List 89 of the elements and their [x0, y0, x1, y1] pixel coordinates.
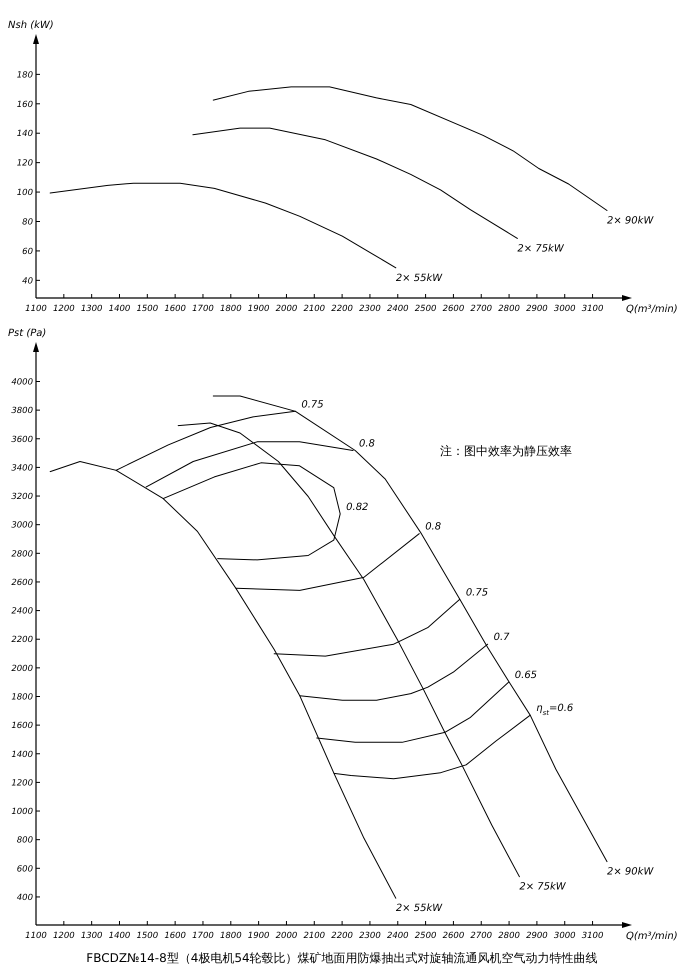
series-label: 0.75: [466, 587, 488, 598]
x-tick-label: 2300: [359, 304, 381, 314]
y-tick-label: 80: [22, 217, 33, 228]
y-tick-label: 4000: [11, 378, 33, 388]
y-tick-label: 2800: [11, 549, 33, 560]
x-tick-label: 2400: [386, 304, 409, 314]
y-tick-label: 3400: [11, 463, 33, 474]
x-tick-label: 1500: [136, 304, 158, 314]
x-tick-label: 3100: [582, 304, 604, 314]
x-tick-label: 1700: [192, 931, 214, 941]
series-label: 2× 55kW: [396, 272, 444, 284]
y-tick-label: 3800: [11, 406, 33, 416]
series-label: 0.8: [358, 438, 375, 450]
x-tick-label: 2900: [526, 931, 548, 941]
x-tick-label: 1400: [108, 931, 130, 941]
text: FBCDZ№14-8型（4极电机54轮毂比）煤矿地面用防爆抽出式对旋轴流通风机空气动力特性曲线: [86, 951, 598, 965]
x-tick-label: 2000: [276, 304, 298, 314]
x-tick-label: 1600: [164, 931, 186, 941]
y-tick-label: 1000: [11, 807, 33, 818]
series-label: 2× 75kW: [519, 882, 567, 893]
series-label: 2× 55kW: [396, 903, 444, 914]
x-tick-label: 2200: [331, 931, 353, 941]
y-axis-title: Pst (Pa): [8, 328, 46, 339]
x-axis-title: Q(m³/min): [626, 304, 678, 315]
y-tick-label: 3600: [11, 434, 33, 445]
x-axis-title: Q(m³/min): [626, 931, 678, 942]
y-tick-label: 2200: [11, 635, 33, 646]
y-tick-label: 60: [22, 246, 33, 257]
y-tick-label: 40: [22, 276, 33, 286]
x-tick-label: 1300: [80, 304, 102, 314]
x-tick-label: 2800: [498, 304, 520, 314]
x-tick-label: 1200: [53, 304, 75, 314]
x-tick-label: 2100: [303, 931, 326, 941]
y-tick-label: 1600: [11, 721, 33, 732]
y-tick-label: 140: [16, 129, 33, 140]
x-tick-label: 2300: [359, 931, 381, 941]
x-tick-label: 2100: [303, 304, 326, 314]
y-tick-label: 3000: [11, 520, 33, 531]
y-tick-label: 180: [16, 70, 33, 80]
x-tick-label: 1100: [25, 304, 47, 314]
x-tick-label: 1800: [220, 304, 242, 314]
x-tick-label: 1600: [164, 304, 186, 314]
x-tick-label: 2900: [526, 304, 548, 314]
series-label: 0.82: [346, 502, 368, 513]
x-tick-label: 2700: [470, 931, 492, 941]
x-tick-label: 3000: [554, 931, 576, 941]
y-tick-label: 2000: [11, 664, 33, 674]
x-tick-label: 1800: [220, 931, 242, 941]
y-tick-label: 400: [16, 892, 33, 903]
y-tick-label: 1200: [11, 778, 33, 788]
x-tick-label: 1900: [248, 304, 270, 314]
x-tick-label: 2600: [442, 931, 464, 941]
y-tick-label: 2400: [11, 606, 33, 617]
x-tick-label: 3000: [554, 304, 576, 314]
y-axis-title: Nsh (kW): [8, 20, 54, 31]
x-tick-label: 2200: [331, 304, 353, 314]
y-tick-label: 160: [16, 100, 33, 110]
x-tick-label: 2500: [414, 931, 436, 941]
series-label: 2× 75kW: [517, 243, 565, 254]
x-tick-label: 2400: [386, 931, 409, 941]
y-tick-label: 800: [16, 836, 33, 846]
y-tick-label: 1400: [11, 750, 33, 760]
y-tick-label: 1800: [11, 692, 33, 702]
series-label: 0.65: [514, 670, 538, 682]
series-label: 0.8: [425, 522, 442, 533]
x-tick-label: 2500: [414, 304, 436, 314]
annotation: 注：图中效率为静压效率: [440, 444, 572, 458]
y-tick-label: 3200: [11, 492, 33, 502]
x-tick-label: 1100: [25, 931, 47, 941]
series-label: 0.7: [494, 632, 510, 644]
x-tick-label: 1500: [136, 931, 158, 941]
y-tick-label: 2600: [11, 578, 33, 588]
x-tick-label: 1700: [192, 304, 214, 314]
x-tick-label: 1300: [80, 931, 102, 941]
y-tick-label: 120: [16, 158, 33, 169]
series-label: 0.75: [301, 399, 324, 410]
series-label: η$_{st}$=0.6: [536, 703, 574, 718]
series-label: 2× 90kW: [607, 866, 654, 878]
x-tick-label: 2600: [442, 304, 464, 314]
x-tick-label: 1900: [248, 931, 270, 941]
x-tick-label: 2000: [276, 931, 298, 941]
x-tick-label: 2700: [470, 304, 492, 314]
x-tick-label: 1400: [108, 304, 130, 314]
x-tick-label: 1200: [53, 931, 75, 941]
y-tick-label: 600: [16, 864, 33, 874]
x-tick-label: 2800: [498, 931, 520, 941]
y-tick-label: 100: [16, 188, 33, 198]
x-tick-label: 3100: [582, 931, 604, 941]
series-label: 2× 90kW: [607, 215, 654, 226]
